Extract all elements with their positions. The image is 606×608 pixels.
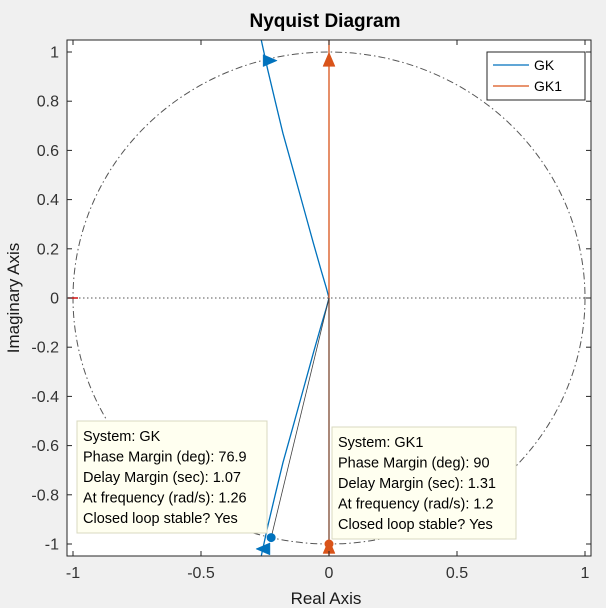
- x-tick-label: 1: [581, 565, 590, 582]
- x-tick-label: -1: [66, 565, 80, 582]
- data-tip-box-gk1: [331, 426, 517, 540]
- data-tip-line: System: GK1: [338, 435, 423, 451]
- y-tick-label: 0.4: [37, 192, 59, 209]
- margin-point-gk: [266, 533, 276, 543]
- y-tick-label: -1: [45, 537, 59, 554]
- y-axis-label: Imaginary Axis: [4, 243, 23, 354]
- series-lines: [260, 40, 330, 556]
- chart-title: Nyquist Diagram: [250, 11, 401, 32]
- legend: GK GK1: [486, 51, 586, 101]
- x-axis-label: Real Axis: [291, 589, 362, 608]
- y-tick-label: 0.6: [37, 143, 59, 160]
- data-tip-box-gk: [76, 420, 268, 534]
- direction-arrow-gk-1: [255, 542, 271, 556]
- y-tick-label: -0.8: [31, 487, 59, 504]
- data-tips: System: GK Phase Margin (deg): 76.9 Delay …: [76, 420, 517, 540]
- y-tick-label: -0.4: [31, 389, 59, 406]
- series-markers: [255, 51, 336, 556]
- legend-label-gk1: GK1: [534, 78, 562, 94]
- data-tip-line: Delay Margin (sec): 1.07: [83, 470, 241, 486]
- y-tick-label: -0.2: [31, 340, 59, 357]
- margin-line-gk: [270, 297, 330, 538]
- data-tip-line: At frequency (rad/s): 1.2: [338, 497, 494, 513]
- x-tick-label: 0: [325, 565, 334, 582]
- y-tick-label: -0.6: [31, 438, 59, 455]
- legend-label-gk: GK: [534, 57, 555, 73]
- data-tip-line: At frequency (rad/s): 1.26: [83, 491, 247, 507]
- data-tip-line: System: GK: [83, 429, 161, 445]
- legend-box: [486, 51, 586, 101]
- data-tip-line: Delay Margin (sec): 1.31: [338, 476, 496, 492]
- y-tick-label: 1: [50, 45, 59, 62]
- data-tip-line: Closed loop stable? Yes: [338, 517, 493, 533]
- direction-arrow-gk1-0: [322, 51, 336, 67]
- direction-arrow-gk-0: [262, 54, 278, 67]
- data-tip-line: Closed loop stable? Yes: [83, 511, 238, 527]
- y-tick-label: 0: [50, 291, 59, 308]
- margin-point-gk1: [324, 539, 334, 549]
- data-tip-line: Phase Margin (deg): 90: [338, 456, 490, 472]
- y-tick-label: 0.2: [37, 241, 59, 258]
- y-tick-label: 0.8: [37, 94, 59, 111]
- axis-ticks: -1 -0.5 0 0.5 1 1 0.8 0.6 0.4 0.2 0 -0.2 -0.4 -0.6 -0.…: [31, 40, 591, 582]
- data-tip-line: Phase Margin (deg): 76.9: [83, 450, 247, 466]
- x-tick-label: 0.5: [446, 565, 468, 582]
- x-tick-label: -0.5: [187, 565, 215, 582]
